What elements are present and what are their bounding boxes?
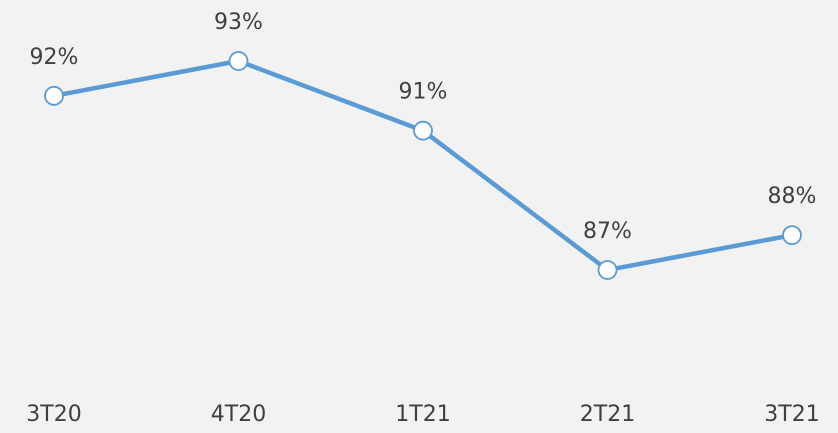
data-label: 87%	[583, 219, 632, 244]
x-tick-label: 4T20	[211, 402, 266, 427]
data-label: 92%	[30, 45, 79, 70]
data-label: 88%	[768, 184, 817, 209]
x-tick-label: 2T21	[580, 402, 635, 427]
data-point	[413, 120, 433, 141]
x-tick-label: 1T21	[395, 402, 450, 427]
data-point	[228, 51, 249, 71]
x-tick-label: 3T20	[26, 402, 81, 427]
data-label: 93%	[214, 10, 263, 35]
data-label: 91%	[399, 80, 448, 105]
data-point	[782, 225, 802, 246]
x-tick-label: 3T21	[764, 402, 819, 427]
data-point	[44, 85, 64, 106]
data-point	[597, 260, 618, 280]
